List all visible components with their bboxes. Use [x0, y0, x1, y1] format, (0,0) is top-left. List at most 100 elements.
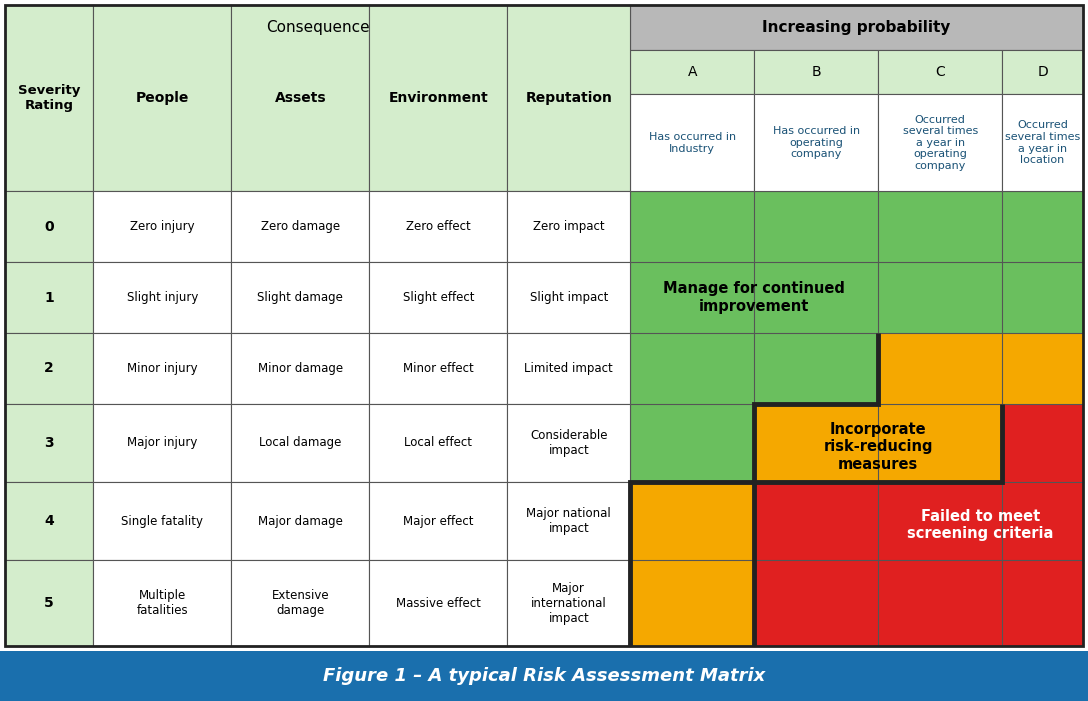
Text: Incorporate
risk-reducing
measures: Incorporate risk-reducing measures [824, 422, 932, 472]
Bar [754, 333, 878, 404]
Bar [754, 404, 878, 482]
Bar [369, 262, 507, 333]
Bar [232, 262, 369, 333]
Text: Major damage: Major damage [258, 515, 343, 528]
Bar [754, 191, 878, 262]
Bar [1002, 262, 1083, 333]
Text: Zero injury: Zero injury [131, 220, 195, 233]
Text: Zero damage: Zero damage [261, 220, 339, 233]
Bar [507, 262, 630, 333]
Bar [878, 191, 1002, 262]
Text: Slight injury: Slight injury [126, 291, 198, 304]
Text: People: People [136, 91, 189, 105]
Text: D: D [1037, 65, 1048, 79]
Text: Zero effect: Zero effect [406, 220, 471, 233]
Bar [754, 560, 878, 646]
Text: Failed to meet
screening criteria: Failed to meet screening criteria [907, 509, 1054, 541]
Text: Assets: Assets [274, 91, 326, 105]
Bar [369, 482, 507, 560]
Bar [94, 404, 232, 482]
Text: Minor effect: Minor effect [403, 362, 473, 375]
Bar [0, 651, 1088, 701]
Text: Slight damage: Slight damage [258, 291, 344, 304]
Bar [507, 560, 630, 646]
Text: Occurred
several times
a year in
operating
company: Occurred several times a year in operati… [903, 115, 978, 171]
Bar [5, 5, 630, 50]
Bar [507, 482, 630, 560]
Text: 3: 3 [45, 436, 54, 450]
Bar [94, 262, 232, 333]
Bar [630, 404, 754, 482]
Text: B: B [812, 65, 821, 79]
Text: Occurred
several times
a year in
location: Occurred several times a year in locatio… [1005, 121, 1080, 165]
Bar [630, 50, 754, 95]
Bar [5, 560, 94, 646]
Bar [630, 560, 754, 646]
Text: Single fatality: Single fatality [122, 515, 203, 528]
Bar [754, 50, 878, 95]
Text: 4: 4 [45, 514, 54, 528]
Text: Slight effect: Slight effect [403, 291, 474, 304]
Bar [5, 482, 94, 560]
Bar [369, 560, 507, 646]
Bar [1002, 95, 1083, 191]
Bar [507, 404, 630, 482]
Text: Multiple
fatalities: Multiple fatalities [137, 589, 188, 617]
Text: 2: 2 [45, 361, 54, 375]
Bar [1002, 50, 1083, 95]
Text: A: A [688, 65, 697, 79]
Text: Manage for continued
improvement: Manage for continued improvement [664, 281, 845, 314]
Bar [754, 95, 878, 191]
Bar [232, 5, 369, 191]
Bar [878, 482, 1002, 560]
Bar [369, 191, 507, 262]
Bar [878, 333, 1002, 404]
Text: Massive effect: Massive effect [396, 597, 481, 610]
Bar [878, 50, 1002, 95]
Bar [878, 95, 1002, 191]
Bar [94, 5, 232, 191]
Text: Considerable
impact: Considerable impact [530, 429, 607, 457]
Bar [754, 482, 878, 560]
Text: Increasing probability: Increasing probability [763, 20, 951, 35]
Text: Major effect: Major effect [404, 515, 473, 528]
Bar [1002, 404, 1083, 482]
Text: Severity
Rating: Severity Rating [18, 84, 81, 112]
Text: Figure 1 – A typical Risk Assessment Matrix: Figure 1 – A typical Risk Assessment Mat… [323, 667, 765, 685]
Bar [630, 333, 754, 404]
Text: C: C [936, 65, 945, 79]
Bar [630, 262, 754, 333]
Text: 5: 5 [45, 596, 54, 610]
Bar [94, 560, 232, 646]
Bar [94, 482, 232, 560]
Bar [5, 262, 94, 333]
Bar [5, 404, 94, 482]
Bar [1002, 333, 1083, 404]
Text: 1: 1 [45, 290, 54, 304]
Bar [630, 95, 754, 191]
Bar [232, 191, 369, 262]
Bar [754, 262, 878, 333]
Bar [507, 333, 630, 404]
Text: Local damage: Local damage [259, 437, 342, 449]
Text: Environment: Environment [388, 91, 489, 105]
Text: Minor damage: Minor damage [258, 362, 343, 375]
Text: Extensive
damage: Extensive damage [272, 589, 330, 617]
Text: Major
international
impact: Major international impact [531, 582, 607, 625]
Bar [1002, 482, 1083, 560]
Text: Zero impact: Zero impact [533, 220, 605, 233]
Bar [630, 5, 1083, 50]
Bar [630, 191, 754, 262]
Bar [878, 404, 1002, 482]
Bar [369, 5, 507, 191]
Bar [232, 404, 369, 482]
Bar [5, 5, 94, 191]
Bar [94, 333, 232, 404]
Bar [878, 262, 1002, 333]
Bar [1002, 191, 1083, 262]
Bar [5, 333, 94, 404]
Bar [878, 560, 1002, 646]
Text: Local effect: Local effect [405, 437, 472, 449]
Bar [630, 482, 754, 560]
Bar [507, 191, 630, 262]
